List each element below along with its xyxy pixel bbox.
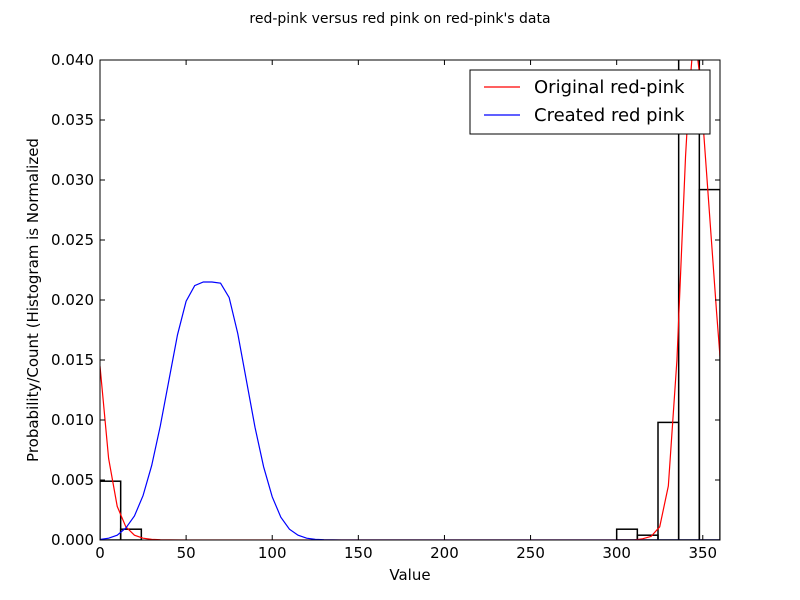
y-tick-label: 0.040 [51,51,94,69]
y-tick-label: 0.015 [51,351,94,369]
y-tick-label: 0.010 [51,411,94,429]
y-axis-label: Probability/Count (Histogram is Normaliz… [24,138,42,462]
x-tick-label: 200 [430,544,459,562]
y-tick-label: 0.005 [51,471,94,489]
x-tick-label: 50 [177,544,196,562]
x-tick-label: 100 [258,544,287,562]
x-tick-label: 250 [516,544,545,562]
y-tick-label: 0.030 [51,171,94,189]
histogram-bar-0 [100,480,122,540]
y-tick-label: 0.035 [51,111,94,129]
x-tick-label: 350 [688,544,717,562]
x-tick-label: 300 [602,544,631,562]
legend: Original red-pink Created red pink [469,69,711,135]
legend-label-original: Original red-pink [534,77,685,98]
y-tick-label: 0.025 [51,231,94,249]
legend-box [469,69,711,135]
tick-layer: 0 50 100 150 200 250 300 350 0.000 0.005 0.010 0.01… [51,51,720,562]
chart-title: red-pink versus red pink on red-pink's d… [249,11,550,27]
histogram-bar-1 [119,528,143,540]
y-tick-label: 0.020 [51,291,94,309]
x-axis-label: Value [389,566,430,584]
plot-area [100,60,720,540]
y-tick-label: 0.000 [51,531,94,549]
x-tick-label: 150 [344,544,373,562]
legend-label-created: Created red pink [534,105,685,126]
x-tick-label: 0 [95,544,105,562]
